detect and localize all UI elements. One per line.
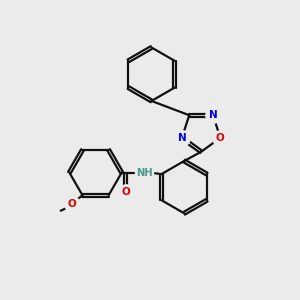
Text: N: N (178, 133, 186, 143)
Text: O: O (68, 199, 76, 209)
Text: NH: NH (136, 168, 153, 178)
Text: N: N (208, 110, 217, 120)
Text: O: O (216, 133, 225, 143)
Text: O: O (122, 187, 130, 197)
